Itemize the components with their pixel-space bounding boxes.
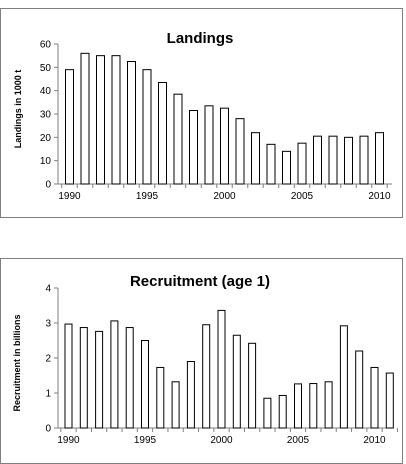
y-tick-label: 2 xyxy=(45,354,51,365)
bar-1998 xyxy=(186,361,195,429)
bar-1992 xyxy=(95,330,104,429)
x-tick-label: 2010 xyxy=(368,191,391,202)
bar-2005 xyxy=(297,142,307,185)
bar-2004 xyxy=(278,394,287,429)
y-axis-label: Landings in 1000 t xyxy=(13,70,23,149)
x-tick-label: 2000 xyxy=(213,191,236,202)
y-tick-label: 0 xyxy=(45,180,51,191)
y-tick-label: 10 xyxy=(40,156,52,167)
bar-2009 xyxy=(359,135,369,185)
bar-1994 xyxy=(127,61,136,185)
y-tick-label: 20 xyxy=(40,133,52,144)
bar-2001 xyxy=(232,334,241,429)
bar-1999 xyxy=(204,105,214,185)
bar-2010 xyxy=(375,132,384,185)
y-tick-label: 50 xyxy=(40,63,52,74)
bar-2002 xyxy=(251,132,260,185)
bar-1990 xyxy=(64,323,73,429)
y-tick-label: 1 xyxy=(45,389,51,400)
bar-1995 xyxy=(141,340,149,429)
bar-2000 xyxy=(220,107,229,185)
x-tick-label: 2005 xyxy=(287,435,310,446)
chart-title: Landings xyxy=(167,30,234,47)
x-tick-label: 2005 xyxy=(291,191,314,202)
bar-1993 xyxy=(110,320,119,429)
y-tick-label: 4 xyxy=(45,284,51,295)
bar-1996 xyxy=(158,82,167,185)
bar-2003 xyxy=(263,397,272,429)
x-tick-label: 2000 xyxy=(210,435,233,446)
bar-1990 xyxy=(65,69,74,185)
bar-2007 xyxy=(328,135,338,185)
y-axis-label: Recruitment in billions xyxy=(12,314,22,411)
landings-chart-panel: Landings Landings in 1000 t 0 10 20 30 40 50 6… xyxy=(0,8,403,218)
bar-2010 xyxy=(370,366,379,429)
x-tick-label: 1990 xyxy=(57,435,80,446)
recruitment-chart-panel: Recruitment (age 1) Recruitment in billi… xyxy=(0,258,403,464)
bar-1993 xyxy=(111,55,121,185)
bar-2007 xyxy=(324,381,333,429)
bar-1996 xyxy=(156,366,165,429)
bar-2008 xyxy=(339,325,348,429)
x-tick-label: 1995 xyxy=(134,435,157,446)
recruitment-chart: Recruitment (age 1) Recruitment in billi… xyxy=(12,273,398,446)
bar-1995 xyxy=(142,69,152,185)
bar-2009 xyxy=(355,350,364,429)
bar-1998 xyxy=(189,110,198,185)
x-tick-label: 1990 xyxy=(58,191,81,202)
x-tick-label: 1995 xyxy=(136,191,159,202)
landings-chart: Landings Landings in 1000 t 0 10 20 30 40 50 6… xyxy=(13,30,392,202)
bar-2008 xyxy=(344,136,353,185)
bar-1992 xyxy=(96,55,105,185)
bar-2006 xyxy=(309,383,318,429)
bar-2004 xyxy=(282,150,291,185)
bar-1991 xyxy=(80,52,90,185)
bar-1997 xyxy=(173,93,183,185)
y-tick-label: 3 xyxy=(45,319,51,330)
bar-2003 xyxy=(266,143,276,185)
bar-1994 xyxy=(125,327,134,429)
bar-2005 xyxy=(294,383,302,429)
bar-1991 xyxy=(79,327,88,429)
bar-2011 xyxy=(385,372,394,429)
y-tick-label: 0 xyxy=(45,424,51,435)
bar-2002 xyxy=(248,342,257,429)
bar-2006 xyxy=(313,135,322,185)
y-tick-label: 40 xyxy=(40,86,52,97)
y-tick-label: 30 xyxy=(40,110,52,121)
x-tick-label: 2010 xyxy=(363,435,386,446)
chart-title: Recruitment (age 1) xyxy=(130,273,270,290)
bar-1997 xyxy=(171,381,180,429)
y-tick-label: 60 xyxy=(40,40,52,51)
bar-2001 xyxy=(235,118,245,185)
bar-1999 xyxy=(202,324,211,429)
bar-2000 xyxy=(217,309,226,429)
